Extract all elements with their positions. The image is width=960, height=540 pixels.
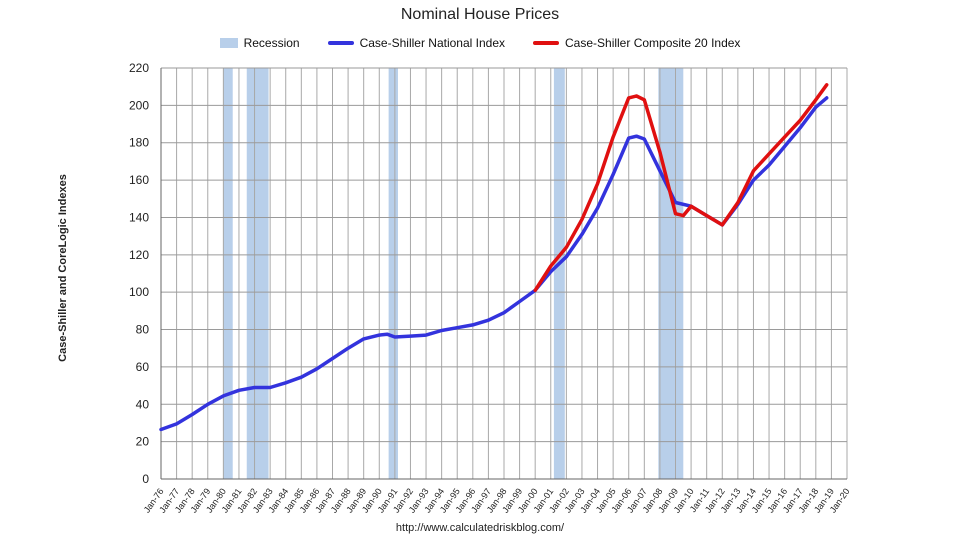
national-swatch xyxy=(327,41,354,45)
recession-band xyxy=(246,68,269,479)
recession-swatch xyxy=(219,38,238,48)
y-tick-label: 120 xyxy=(129,248,149,262)
series-line-composite xyxy=(533,83,829,293)
legend: Recession Case-Shiller National Index Ca… xyxy=(0,36,960,50)
y-tick-label: 0 xyxy=(142,472,149,486)
y-tick-label: 20 xyxy=(136,435,150,449)
recession-band xyxy=(658,68,684,479)
source-url: http://www.calculatedriskblog.com/ xyxy=(395,522,565,534)
legend-label-national: Case-Shiller National Index xyxy=(359,36,505,50)
y-tick-label: 140 xyxy=(129,210,149,224)
legend-label-composite: Case-Shiller Composite 20 Index xyxy=(565,36,741,50)
y-tick-label: 200 xyxy=(129,98,149,112)
y-tick-label: 100 xyxy=(129,285,149,299)
legend-item-national: Case-Shiller National Index xyxy=(327,36,505,50)
composite-swatch xyxy=(533,41,559,45)
y-tick-label: 60 xyxy=(136,360,150,374)
y-tick-label: 180 xyxy=(129,136,149,150)
y-axis-label: Case-Shiller and CoreLogic Indexes xyxy=(57,174,69,362)
recession-band xyxy=(553,68,565,479)
legend-label-recession: Recession xyxy=(243,36,300,50)
recession-band xyxy=(388,68,398,479)
plot-area: 020406080100120140160180200220Jan-76Jan-… xyxy=(129,61,852,515)
legend-item-composite: Case-Shiller Composite 20 Index xyxy=(533,36,740,50)
y-tick-label: 80 xyxy=(136,323,150,337)
legend-item-recession: Recession xyxy=(219,36,300,50)
recession-band xyxy=(223,68,233,479)
y-tick-label: 40 xyxy=(136,397,150,411)
y-tick-label: 160 xyxy=(129,173,149,187)
chart-title: Nominal House Prices xyxy=(400,6,560,23)
y-tick-label: 220 xyxy=(129,61,149,75)
